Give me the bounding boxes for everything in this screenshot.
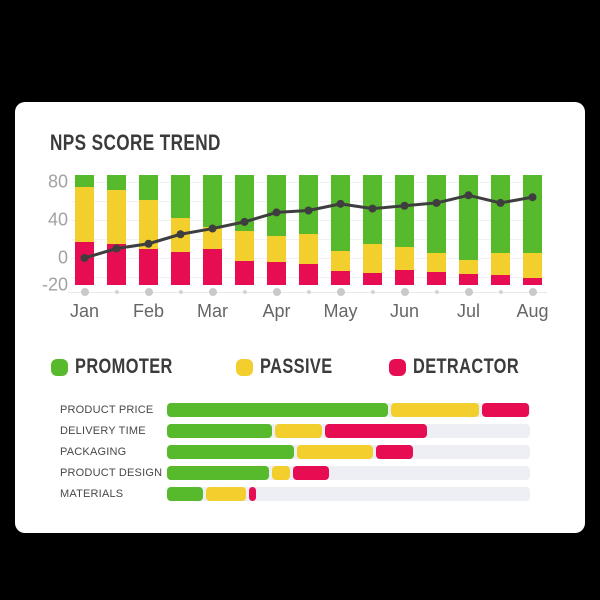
factor-segment-detractor[interactable] <box>376 445 412 459</box>
nps-line-point[interactable] <box>401 202 409 210</box>
month-label-jul: Jul <box>457 301 480 322</box>
month-label-jun: Jun <box>390 301 419 322</box>
dashboard-card: NPS SCORE TREND 80 40 0 -20 Jan Feb Mar Apr May… <box>15 102 585 533</box>
page-background: { "colors": { "promoter": "#57b92c", "pa… <box>0 0 600 600</box>
nps-line-point[interactable] <box>337 200 345 208</box>
factor-label: PRODUCT DESIGN <box>15 467 167 479</box>
month-label-feb: Feb <box>133 301 164 322</box>
y-axis-tick: -20 <box>20 275 68 296</box>
nps-line-point[interactable] <box>81 254 89 262</box>
x-axis-dot <box>371 290 375 294</box>
nps-line-point[interactable] <box>177 230 185 238</box>
legend-swatch-promoter <box>51 359 68 376</box>
y-axis-tick: 80 <box>20 172 68 193</box>
nps-plot <box>75 175 542 285</box>
x-axis-dot <box>273 288 281 296</box>
legend-label-detractor: DETRACTOR <box>413 355 519 379</box>
y-axis-tick: 0 <box>20 248 68 269</box>
factor-bar-track <box>167 445 530 459</box>
month-label-mar: Mar <box>197 301 228 322</box>
x-axis-dot <box>337 288 345 296</box>
x-axis-dot <box>81 288 89 296</box>
factor-row: DELIVERY TIME <box>15 424 585 438</box>
nps-line-point[interactable] <box>273 208 281 216</box>
factor-segment-promoter[interactable] <box>167 487 203 501</box>
factor-bar-track <box>167 487 530 501</box>
factor-label: DELIVERY TIME <box>15 425 167 437</box>
factor-segment-promoter[interactable] <box>167 403 388 417</box>
nps-line-point[interactable] <box>497 199 505 207</box>
legend-swatch-detractor <box>389 359 406 376</box>
month-label-jan: Jan <box>70 301 99 322</box>
nps-line-point[interactable] <box>465 191 473 199</box>
factor-segment-detractor[interactable] <box>325 424 427 438</box>
legend-item-promoter[interactable]: PROMOTER <box>51 355 200 379</box>
x-axis-dot <box>115 290 119 294</box>
x-axis-dot <box>243 290 247 294</box>
nps-line-point[interactable] <box>369 205 377 213</box>
page-title: NPS SCORE TREND <box>50 130 221 156</box>
factor-bar-track <box>167 424 530 438</box>
factor-row: PRODUCT PRICE <box>15 403 585 417</box>
x-axis-dot <box>307 290 311 294</box>
factor-label: PACKAGING <box>15 446 167 458</box>
factor-segment-detractor[interactable] <box>293 466 329 480</box>
nps-line-point[interactable] <box>529 193 537 201</box>
x-axis-dot <box>209 288 217 296</box>
x-axis-dot <box>401 288 409 296</box>
nps-line-path <box>85 195 533 258</box>
month-label-apr: Apr <box>262 301 290 322</box>
factor-segment-promoter[interactable] <box>167 466 269 480</box>
x-axis-dot <box>529 288 537 296</box>
legend-item-passive[interactable]: PASSIVE <box>236 355 353 379</box>
factor-row: MATERIALS <box>15 487 585 501</box>
factor-bar-track <box>167 466 530 480</box>
factor-row: PRODUCT DESIGN <box>15 466 585 480</box>
y-axis-tick: 40 <box>20 210 68 231</box>
factor-row: PACKAGING <box>15 445 585 459</box>
factor-segment-passive[interactable] <box>272 466 290 480</box>
month-label-aug: Aug <box>516 301 548 322</box>
factor-segment-passive[interactable] <box>391 403 478 417</box>
factor-segment-passive[interactable] <box>275 424 322 438</box>
legend-swatch-passive <box>236 359 253 376</box>
nps-line-point[interactable] <box>113 245 121 253</box>
factor-chart: PRODUCT PRICE DELIVERY TIME PACKAGING PRODU… <box>15 403 585 508</box>
factor-segment-detractor[interactable] <box>249 487 256 501</box>
legend-item-detractor[interactable]: DETRACTOR <box>389 355 549 379</box>
x-axis-dot <box>145 288 153 296</box>
factor-segment-passive[interactable] <box>297 445 373 459</box>
factor-segment-promoter[interactable] <box>167 445 294 459</box>
factor-label: PRODUCT PRICE <box>15 404 167 416</box>
month-label-may: May <box>323 301 357 322</box>
legend-label-promoter: PROMOTER <box>75 355 173 379</box>
factor-segment-promoter[interactable] <box>167 424 272 438</box>
nps-trend-line <box>75 175 542 285</box>
legend: PROMOTER PASSIVE DETRACTOR <box>15 355 585 379</box>
factor-label: MATERIALS <box>15 488 167 500</box>
factor-segment-passive[interactable] <box>206 487 246 501</box>
nps-line-point[interactable] <box>145 240 153 248</box>
x-axis-dot <box>435 290 439 294</box>
x-axis-dot <box>179 290 183 294</box>
legend-label-passive: PASSIVE <box>260 355 333 379</box>
factor-bar-track <box>167 403 530 417</box>
x-axis-dot <box>499 290 503 294</box>
nps-line-point[interactable] <box>433 199 441 207</box>
factor-segment-detractor[interactable] <box>482 403 529 417</box>
nps-line-point[interactable] <box>305 207 313 215</box>
nps-line-point[interactable] <box>241 218 249 226</box>
x-axis-dot <box>465 288 473 296</box>
nps-line-point[interactable] <box>209 225 217 233</box>
